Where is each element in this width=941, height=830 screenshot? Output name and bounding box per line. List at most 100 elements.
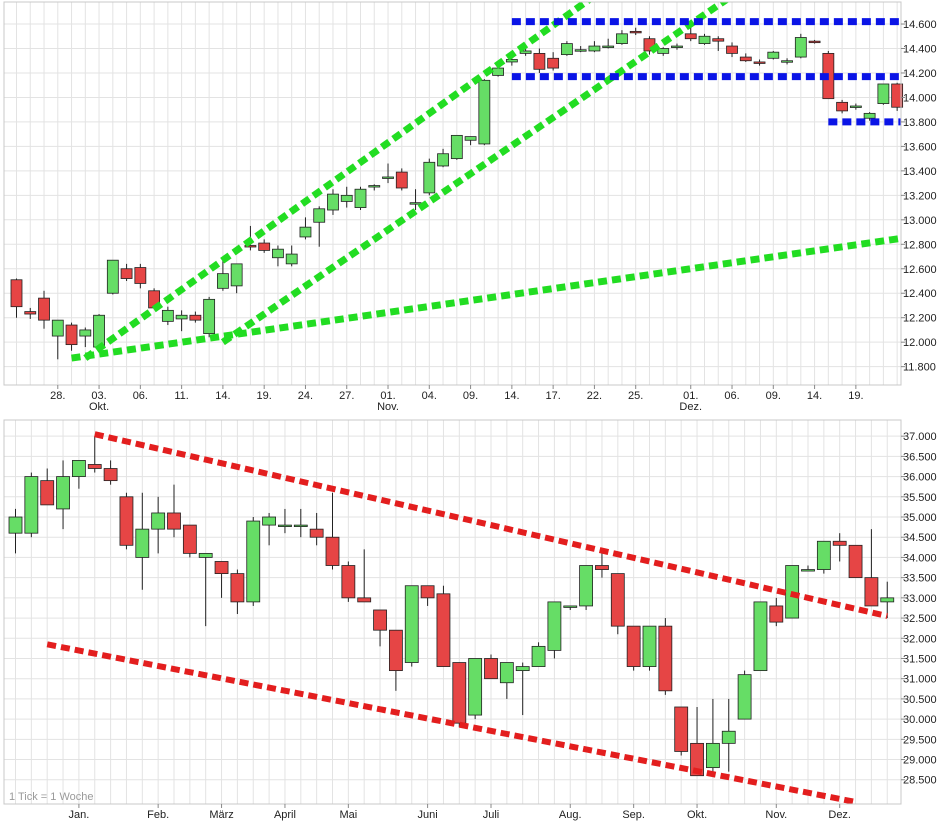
y-tick-label: 12.000 bbox=[903, 337, 937, 349]
candle-up bbox=[161, 309, 174, 322]
candle-down bbox=[626, 625, 641, 667]
x-tick-label: 27. bbox=[339, 390, 354, 402]
chart-footnote: 1 Tick = 1 Woche bbox=[9, 791, 93, 803]
y-tick-label: 13.200 bbox=[903, 190, 937, 202]
candle-up bbox=[24, 476, 39, 534]
candle-down bbox=[373, 609, 387, 631]
x-tick-label: 06. bbox=[724, 390, 739, 402]
candle-down bbox=[325, 536, 340, 566]
candle-up bbox=[492, 67, 505, 76]
candle-up bbox=[246, 520, 261, 603]
candle-down bbox=[244, 245, 257, 248]
x-month-label: Dez. bbox=[679, 401, 702, 413]
y-tick-label: 34.500 bbox=[903, 532, 937, 544]
chart-panel-1: 11.800 12.000 12.200 12.400 12.600 12.800 13.0… bbox=[3, 1, 937, 413]
x-tick-label: 19. bbox=[848, 390, 863, 402]
y-tick-label: 31.500 bbox=[903, 653, 937, 665]
candle-up bbox=[863, 112, 876, 119]
x-tick-label: Okt. bbox=[687, 809, 707, 821]
x-tick-label: 19. bbox=[257, 390, 272, 402]
candle-up bbox=[721, 730, 736, 744]
candle-down bbox=[395, 171, 408, 189]
candle-down bbox=[40, 480, 55, 506]
candle-up bbox=[51, 319, 64, 337]
candle-down bbox=[610, 573, 625, 627]
candle-up bbox=[767, 51, 780, 59]
trend-line bbox=[46, 641, 857, 804]
candle-down bbox=[24, 311, 37, 315]
plot-frame bbox=[3, 419, 902, 805]
trend-line bbox=[94, 431, 888, 619]
candle-up bbox=[450, 134, 463, 160]
candle-down bbox=[864, 577, 879, 607]
x-tick-label: Mai bbox=[339, 809, 357, 821]
candle-down bbox=[658, 625, 673, 692]
candle-down bbox=[182, 524, 197, 554]
candle-up bbox=[198, 552, 213, 558]
x-tick-label: 09. bbox=[463, 390, 478, 402]
candle-down bbox=[836, 101, 848, 112]
trend-line bbox=[83, 2, 592, 361]
x-tick-label: Dez. bbox=[828, 809, 851, 821]
y-tick-label: 35.000 bbox=[903, 512, 937, 524]
x-tick-label: 25. bbox=[628, 390, 643, 402]
y-tick-label: 13.000 bbox=[903, 215, 937, 227]
x-month-label: Nov. bbox=[377, 401, 399, 413]
candle-down bbox=[674, 706, 689, 752]
y-tick-label: 33.000 bbox=[903, 593, 937, 605]
x-tick-label: 22. bbox=[587, 390, 602, 402]
candle-down bbox=[848, 544, 863, 579]
candle-up bbox=[368, 185, 381, 188]
candle-up bbox=[547, 601, 562, 651]
candle-down bbox=[533, 52, 546, 70]
y-tick-label: 14.200 bbox=[903, 68, 937, 80]
candle-down bbox=[65, 324, 78, 346]
candle-down bbox=[189, 314, 202, 321]
candle-up bbox=[79, 329, 92, 337]
x-tick-label: 01. bbox=[683, 390, 698, 402]
candle-up bbox=[382, 176, 394, 179]
candle-down bbox=[38, 297, 50, 321]
x-tick-label: 09. bbox=[766, 390, 781, 402]
x-tick-label: 14. bbox=[807, 390, 822, 402]
candle-up bbox=[737, 674, 752, 720]
candle-up bbox=[437, 153, 449, 167]
y-tick-label: 12.200 bbox=[903, 313, 937, 325]
candle-up bbox=[563, 605, 578, 608]
candle-down bbox=[214, 561, 229, 575]
y-tick-label: 13.400 bbox=[903, 166, 937, 178]
candle-up bbox=[478, 79, 491, 145]
y-tick-label: 30.000 bbox=[903, 714, 937, 726]
x-tick-label: März bbox=[209, 809, 233, 821]
candle-down bbox=[753, 61, 766, 64]
candle-up bbox=[313, 208, 326, 223]
candle-down bbox=[357, 597, 372, 603]
candle-down bbox=[891, 83, 904, 108]
x-tick-label: 03. bbox=[91, 390, 106, 402]
candle-down bbox=[808, 40, 821, 44]
chart-panel-2: 28.500 29.000 29.500 30.000 30.500 31.000 31.5… bbox=[3, 419, 937, 821]
candle-up bbox=[340, 194, 353, 202]
candle-down bbox=[547, 57, 560, 69]
candle-up bbox=[877, 83, 890, 104]
candle-down bbox=[484, 658, 498, 680]
y-tick-label: 37.000 bbox=[903, 431, 937, 443]
x-tick-label: Aug. bbox=[559, 809, 582, 821]
candle-down bbox=[832, 540, 847, 546]
y-tick-label: 29.000 bbox=[903, 755, 937, 767]
x-month-label: Okt. bbox=[89, 401, 109, 413]
y-tick-label: 32.000 bbox=[903, 633, 937, 645]
candle-down bbox=[684, 33, 697, 40]
candle-up bbox=[135, 528, 150, 558]
trend-line bbox=[220, 2, 730, 346]
candle-up bbox=[657, 48, 670, 54]
plot-frame bbox=[3, 1, 902, 386]
candle-down bbox=[87, 464, 102, 469]
candle-up bbox=[262, 516, 277, 526]
candle-down bbox=[230, 573, 245, 603]
candle-up bbox=[880, 597, 895, 603]
y-tick-label: 14.400 bbox=[903, 43, 937, 55]
candle-up bbox=[423, 161, 436, 194]
candle-up bbox=[849, 105, 862, 108]
